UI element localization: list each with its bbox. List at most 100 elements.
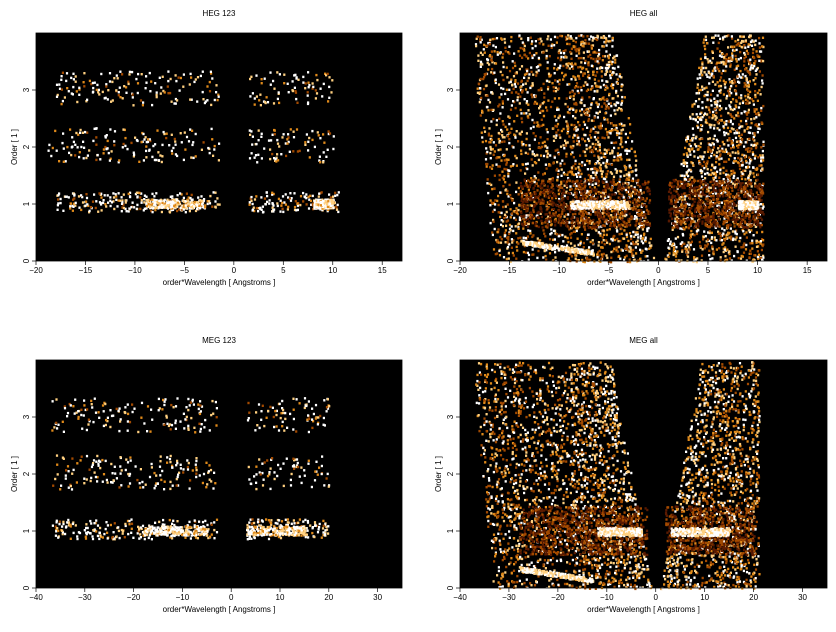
chart-heg-123-pixel bbox=[115, 193, 117, 195]
chart-heg-all-pixel bbox=[744, 129, 746, 131]
chart-heg-all-pixel bbox=[525, 55, 527, 57]
chart-heg-123-pixel bbox=[279, 73, 281, 75]
chart-heg-all-pixel bbox=[602, 97, 604, 99]
chart-heg-123-pixel bbox=[211, 77, 213, 79]
chart-heg-123-pixel bbox=[175, 144, 177, 146]
chart-heg-all-pixel bbox=[612, 97, 614, 99]
chart-heg-123-pixel bbox=[308, 196, 310, 198]
chart-heg-123-pixel bbox=[169, 92, 171, 94]
chart-heg-all-pixel bbox=[682, 196, 684, 198]
chart-heg-all-pixel bbox=[486, 106, 488, 108]
chart-heg-all-pixel bbox=[713, 173, 715, 175]
chart-heg-all-pixel bbox=[511, 225, 513, 227]
chart-heg-all-pixel bbox=[735, 106, 737, 108]
chart-heg-all-pixel bbox=[728, 250, 730, 252]
chart-heg-all-pixel bbox=[762, 82, 764, 84]
chart-heg-all-pixel bbox=[558, 52, 560, 54]
chart-heg-all-pixel bbox=[732, 239, 734, 241]
chart-heg-all-pixel bbox=[587, 61, 589, 63]
chart-heg-all-pixel bbox=[723, 178, 725, 180]
chart-heg-123-pixel bbox=[258, 99, 260, 101]
chart-heg-all-pixel bbox=[624, 248, 626, 250]
chart-heg-all-pixel bbox=[741, 255, 743, 257]
chart-heg-all-pixel bbox=[681, 199, 683, 201]
chart-heg-all-pixel bbox=[491, 231, 493, 233]
chart-heg-all-pixel bbox=[550, 106, 552, 108]
chart-heg-all-pixel bbox=[522, 89, 524, 91]
chart-heg-all-pixel bbox=[541, 146, 543, 148]
chart-heg-all-pixel bbox=[732, 109, 734, 111]
chart-heg-all-pixel bbox=[522, 41, 524, 43]
chart-heg-all-pixel bbox=[510, 81, 512, 83]
chart-heg-all-pixel bbox=[736, 49, 738, 51]
chart-heg-all-pixel bbox=[682, 234, 684, 236]
chart-heg-all-pixel bbox=[546, 50, 548, 52]
chart-heg-123-pixel bbox=[73, 141, 75, 143]
chart-heg-all-pixel bbox=[595, 60, 597, 62]
chart-heg-all-pixel bbox=[579, 124, 581, 126]
chart-heg-all-pixel bbox=[506, 211, 508, 213]
chart-heg-all-pixel bbox=[728, 78, 730, 80]
chart-heg-all-pixel bbox=[508, 257, 510, 259]
chart-heg-all-pixel bbox=[603, 185, 605, 187]
chart-heg-all-pixel bbox=[761, 249, 763, 251]
chart-heg-123-pixel bbox=[56, 96, 58, 98]
chart-heg-all-pixel bbox=[501, 171, 503, 173]
chart-heg-all-pixel bbox=[700, 195, 702, 197]
chart-heg-123-pixel bbox=[86, 132, 88, 134]
chart-heg-all-pixel bbox=[761, 121, 763, 123]
chart-heg-all-pixel bbox=[477, 54, 479, 56]
chart-heg-all-pixel bbox=[524, 74, 526, 76]
chart-heg-123-pixel bbox=[68, 152, 70, 154]
chart-heg-all-pixel bbox=[567, 34, 569, 36]
chart-heg-all-pixel bbox=[535, 52, 537, 54]
chart-heg-all-pixel bbox=[561, 168, 563, 170]
chart-heg-all-pixel bbox=[601, 175, 603, 177]
chart-heg-all-pixel bbox=[698, 105, 700, 107]
chart-heg-123-pixel bbox=[151, 193, 153, 195]
chart-heg-all-pixel bbox=[738, 240, 740, 242]
chart-heg-all-pixel bbox=[586, 111, 588, 113]
chart-heg-all-pixel bbox=[589, 54, 591, 56]
chart-heg-all-pixel bbox=[754, 60, 756, 62]
chart-heg-all-pixel bbox=[642, 228, 644, 230]
chart-heg-123-pixel bbox=[328, 86, 330, 88]
chart-heg-all-pixel bbox=[689, 248, 691, 250]
chart-heg-all-pixel bbox=[735, 152, 737, 154]
chart-heg-all-pixel bbox=[559, 79, 561, 81]
chart-heg-123-pixel bbox=[210, 104, 212, 106]
chart-heg-all-pixel bbox=[723, 172, 725, 174]
chart-heg-all-pixel bbox=[606, 159, 608, 161]
chart-heg-all-pixel bbox=[738, 81, 740, 83]
chart-heg-all-pixel bbox=[493, 221, 495, 223]
chart-heg-all-pixel bbox=[583, 51, 585, 53]
chart-heg-all-pixel bbox=[527, 37, 529, 39]
chart-heg-123-pixel bbox=[100, 196, 102, 198]
chart-heg-all-pixel bbox=[533, 54, 535, 56]
chart-heg-all-pixel bbox=[574, 48, 576, 50]
chart-heg-all-pixel bbox=[618, 107, 620, 109]
chart-heg-all-pixel bbox=[734, 172, 736, 174]
chart-heg-all-pixel bbox=[583, 242, 585, 244]
chart-heg-all-pixel bbox=[558, 153, 560, 155]
chart-heg-all-pixel bbox=[591, 47, 593, 49]
chart-heg-all-pixel bbox=[528, 77, 530, 79]
chart-heg-all-pixel bbox=[611, 216, 613, 218]
chart-heg-123-pixel bbox=[316, 79, 318, 81]
chart-heg-all-pixel bbox=[603, 117, 605, 119]
chart-heg-123-pixel bbox=[83, 72, 85, 74]
chart-heg-123-pixel bbox=[126, 148, 128, 150]
chart-heg-all-pixel bbox=[600, 127, 602, 129]
chart-heg-all-pixel bbox=[741, 164, 743, 166]
chart-heg-all-pixel bbox=[598, 80, 600, 82]
chart-heg-all-pixel bbox=[602, 59, 604, 61]
chart-heg-all-pixel bbox=[704, 57, 706, 59]
chart-heg-all-pixel bbox=[582, 45, 584, 47]
chart-heg-all-pixel bbox=[592, 210, 594, 212]
chart-heg-all-pixel bbox=[489, 166, 491, 168]
chart-heg-all-pixel bbox=[752, 167, 754, 169]
chart-heg-all-pixel bbox=[755, 113, 757, 115]
chart-heg-123-pixel bbox=[97, 154, 99, 156]
chart-heg-123-xtick-label: −20 bbox=[29, 266, 43, 275]
chart-heg-all-pixel bbox=[731, 46, 733, 48]
